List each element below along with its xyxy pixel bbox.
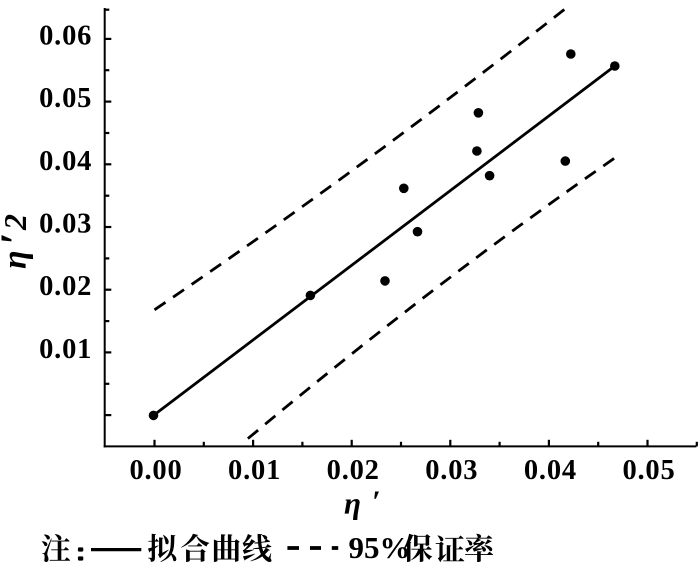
svg-text:0.05: 0.05 (39, 83, 92, 114)
svg-text:0.03: 0.03 (39, 209, 92, 240)
svg-text:0.01: 0.01 (228, 455, 281, 486)
svg-text:95%: 95% (349, 530, 411, 565)
svg-text:′: ′ (0, 233, 39, 245)
svg-text:′: ′ (372, 484, 381, 519)
svg-text:0.01: 0.01 (39, 334, 92, 365)
svg-text:η: η (344, 486, 361, 521)
svg-text:0.02: 0.02 (39, 271, 92, 302)
svg-text:0.02: 0.02 (327, 455, 380, 486)
svg-text:η: η (0, 250, 34, 269)
svg-text:0.05: 0.05 (622, 455, 675, 486)
svg-text:0.00: 0.00 (129, 455, 182, 486)
svg-text:2: 2 (0, 214, 33, 231)
svg-text:0.04: 0.04 (524, 455, 577, 486)
svg-text:0.03: 0.03 (425, 455, 478, 486)
svg-text:0.04: 0.04 (39, 146, 92, 177)
svg-text:0.06: 0.06 (39, 20, 92, 51)
